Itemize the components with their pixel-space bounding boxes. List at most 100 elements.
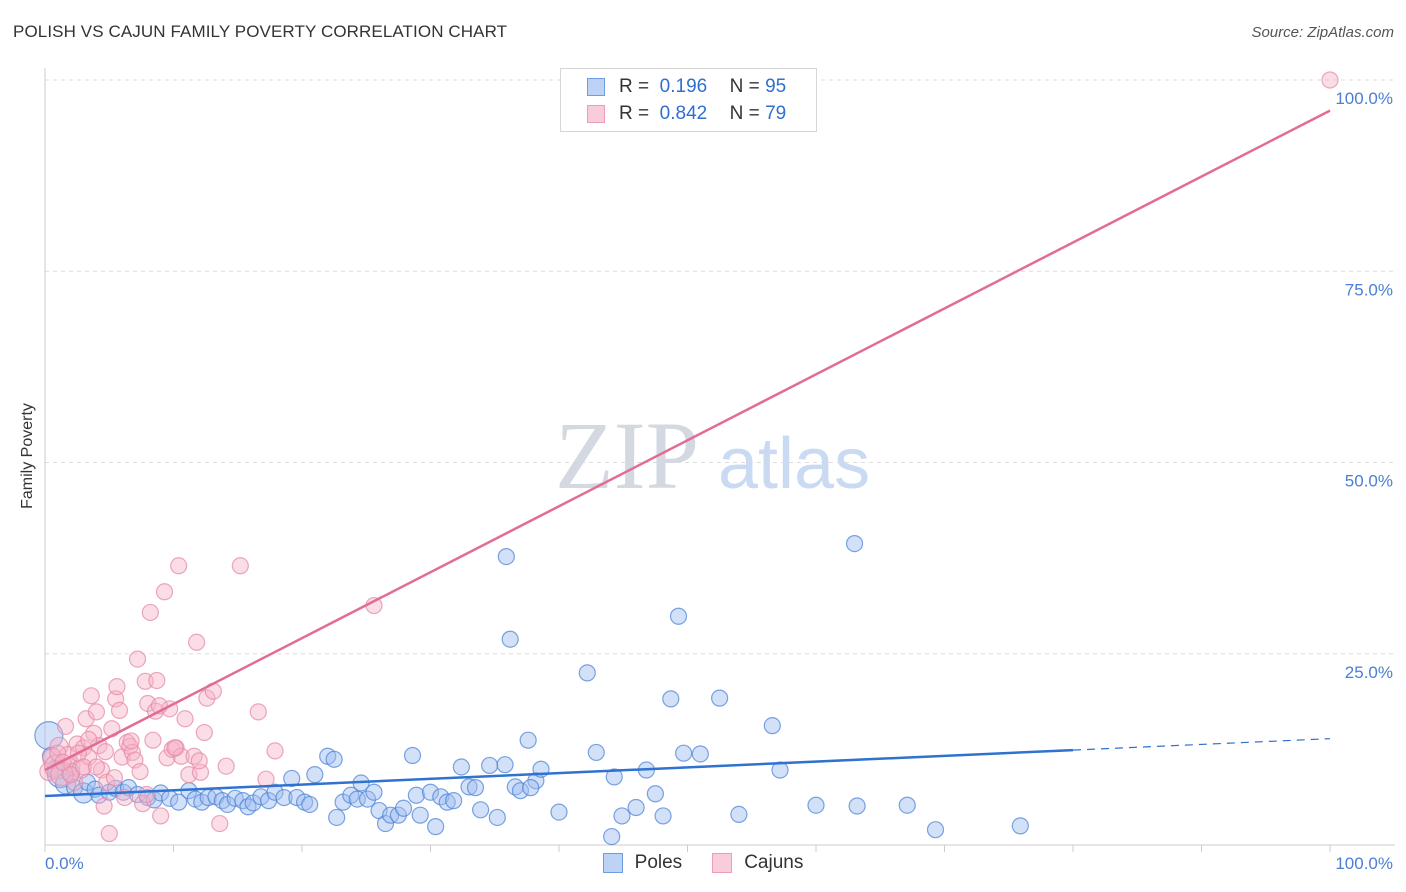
cajuns-point xyxy=(170,557,188,575)
poles-trend-extension xyxy=(1072,738,1331,751)
axes xyxy=(44,68,1395,852)
cajuns-point xyxy=(211,814,229,833)
poles-point xyxy=(403,746,422,765)
cajuns-point xyxy=(198,689,216,707)
cajuns-point xyxy=(152,807,170,825)
poles-point xyxy=(466,779,485,797)
correlation-legend: R = 0.196 N = 95 R = 0.842 N = 79 xyxy=(560,68,817,132)
poles-point xyxy=(438,793,456,811)
cajuns-point xyxy=(122,732,140,750)
cajuns-point xyxy=(77,710,95,728)
cajuns-point xyxy=(231,557,249,575)
poles-point xyxy=(519,731,537,749)
legend-row-cajuns: R = 0.842 N = 79 xyxy=(587,101,786,127)
poles-point xyxy=(603,827,621,846)
poles-r-value: 0.196 xyxy=(659,76,708,97)
poles-point xyxy=(1011,817,1029,835)
poles-point xyxy=(511,782,530,800)
poles-point xyxy=(711,689,729,707)
poles-point xyxy=(578,664,596,682)
poles-trend-line xyxy=(44,748,1074,798)
cajuns-point xyxy=(134,795,152,813)
poles-point xyxy=(646,785,664,803)
cajuns-point xyxy=(1321,71,1339,89)
cajuns-point xyxy=(62,766,80,784)
cajuns-point xyxy=(110,701,129,719)
cajuns-legend-swatch xyxy=(712,853,733,873)
poles-point xyxy=(496,756,514,774)
cajuns-point xyxy=(56,717,75,736)
poles-point xyxy=(675,744,693,762)
poles-point xyxy=(654,807,672,825)
poles-point xyxy=(550,803,568,821)
cajuns-point xyxy=(103,720,121,738)
poles-point xyxy=(452,758,470,776)
cajuns-point xyxy=(87,758,106,776)
poles-n-value: 95 xyxy=(765,76,787,97)
y-tick-label: 25.0% xyxy=(1345,663,1393,682)
cajuns-point xyxy=(176,710,194,728)
poles-point xyxy=(605,768,623,786)
poles-point xyxy=(358,790,377,808)
poles-point xyxy=(497,547,515,566)
series-cajuns xyxy=(39,71,1339,843)
poles-point xyxy=(411,806,429,824)
poles-point xyxy=(501,630,519,648)
cajuns-trend-line xyxy=(44,109,1331,772)
cajuns-point xyxy=(96,743,114,761)
series-legend: Poles Cajuns xyxy=(0,852,1406,874)
cajuns-point xyxy=(155,583,174,601)
cajuns-point xyxy=(195,723,213,742)
poles-point xyxy=(445,792,463,810)
cajuns-point xyxy=(128,650,147,668)
tick-labels: 25.0% 50.0% 75.0% 100.0% 0.0% 100.0% xyxy=(45,89,1393,873)
cajuns-legend-label: Cajuns xyxy=(744,852,804,873)
poles-point xyxy=(283,769,301,788)
x-tick-label-max: 100.0% xyxy=(1335,854,1393,873)
poles-point xyxy=(301,795,319,814)
poles-point xyxy=(394,799,413,817)
legend-row-poles: R = 0.196 N = 95 xyxy=(587,74,786,100)
poles-point xyxy=(662,690,680,708)
legend-item-cajuns[interactable]: Cajuns xyxy=(712,852,803,874)
poles-point xyxy=(627,798,645,817)
cajuns-point xyxy=(266,742,284,760)
cajuns-point xyxy=(190,752,208,770)
cajuns-point xyxy=(131,762,149,781)
legend-item-poles[interactable]: Poles xyxy=(602,852,683,874)
poles-legend-label: Poles xyxy=(634,852,683,873)
poles-point xyxy=(730,805,748,824)
watermark-atlas: atlas xyxy=(718,424,870,504)
watermark-zip: ZIP xyxy=(555,402,699,509)
y-tick-label: 100.0% xyxy=(1335,89,1393,108)
cajuns-point xyxy=(166,739,184,757)
poles-point xyxy=(266,783,284,801)
poles-point xyxy=(472,801,490,819)
cajuns-point xyxy=(185,747,203,765)
poles-point xyxy=(170,793,188,811)
chart-title: POLISH VS CAJUN FAMILY POVERTY CORRELATI… xyxy=(13,22,508,41)
cajuns-point xyxy=(95,797,113,815)
cajuns-r-label: R = xyxy=(619,103,650,124)
poles-point xyxy=(365,783,383,801)
poles-point xyxy=(90,786,108,804)
poles-point xyxy=(763,717,781,735)
poles-point xyxy=(898,796,916,814)
watermark: ZIP atlas xyxy=(555,402,870,509)
poles-point xyxy=(587,743,605,762)
y-tick-label: 50.0% xyxy=(1345,472,1393,491)
x-tick-label-min: 0.0% xyxy=(45,854,84,873)
cajuns-n-label: N = xyxy=(729,103,760,124)
cajuns-point xyxy=(141,603,159,622)
poles-point xyxy=(421,783,440,801)
poles-point xyxy=(460,778,478,796)
cajuns-point xyxy=(188,633,206,651)
poles-point xyxy=(807,796,825,814)
poles-point xyxy=(845,534,864,553)
cajuns-point xyxy=(105,769,123,787)
poles-point xyxy=(669,607,688,625)
poles-swatch xyxy=(587,78,605,96)
poles-point xyxy=(325,750,343,768)
poles-legend-swatch xyxy=(602,853,623,873)
cajuns-point xyxy=(217,757,235,775)
